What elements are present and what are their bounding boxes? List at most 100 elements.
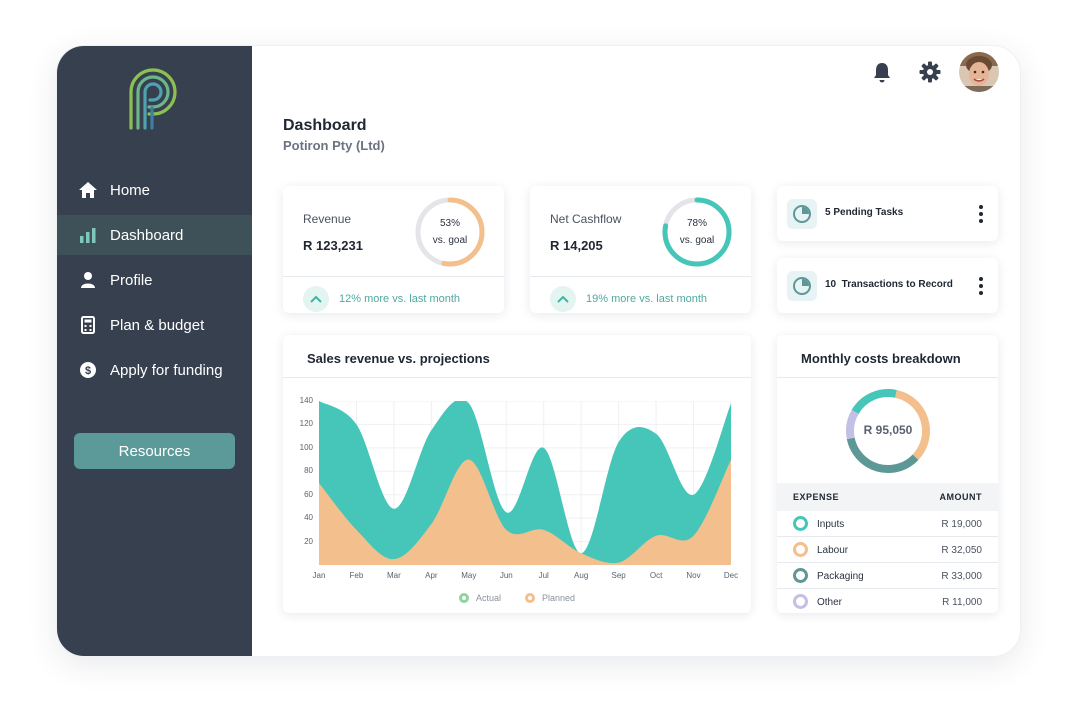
x-tick-label: Mar: [387, 571, 401, 580]
x-tick-label: Jun: [499, 571, 513, 580]
sidebar-item-home[interactable]: Home: [57, 170, 252, 210]
cost-name: Inputs: [817, 519, 845, 530]
kpi-label: Net Cashflow: [550, 212, 622, 226]
cost-name: Other: [817, 597, 843, 608]
divider: [530, 276, 751, 277]
sidebar-item-profile[interactable]: Profile: [57, 260, 252, 300]
y-tick-label: 20: [304, 536, 313, 546]
x-tick-label: Aug: [574, 571, 589, 580]
kpi-change-text: 19% more vs. last month: [586, 293, 708, 305]
legend-dot: [793, 542, 808, 557]
sidebar: Home Dashboard Profile Plan & budget: [57, 46, 252, 656]
legend-dot: [793, 594, 808, 609]
clock-icon: [787, 199, 817, 229]
cost-amount: R 19,000: [941, 519, 982, 530]
chevron-up-icon[interactable]: [550, 286, 576, 312]
donut-slice-inputs: [846, 389, 930, 473]
kpi-change-text: 12% more vs. last month: [339, 293, 461, 305]
user-icon: [77, 269, 99, 291]
cost-amount: R 33,000: [941, 571, 982, 582]
x-tick-label: Jul: [538, 571, 549, 580]
legend-actual: Actual: [459, 593, 501, 603]
bar-chart-icon: [77, 224, 99, 246]
more-options-icon[interactable]: [976, 276, 986, 296]
y-tick-label: 80: [304, 466, 313, 476]
chevron-up-icon[interactable]: [303, 286, 329, 312]
y-tick-label: 100: [299, 442, 313, 452]
sidebar-item-label: Home: [110, 181, 151, 199]
monthly-costs-card: Monthly costs breakdown R 95,050 EXPENSE…: [777, 335, 998, 613]
cost-amount: R 32,050: [941, 545, 982, 556]
x-tick-label: May: [461, 571, 477, 580]
page-title: Dashboard: [283, 117, 367, 134]
costs-total: R 95,050: [863, 423, 913, 437]
col-amount: AMOUNT: [939, 492, 982, 502]
revenue-card: Revenue R 123,231 53% vs. goal 12% more …: [283, 186, 504, 313]
legend-dot: [525, 593, 535, 603]
revenue-progress-ring: [415, 197, 485, 267]
table-row: Labour R 32,050: [777, 537, 998, 563]
bell-icon[interactable]: [870, 60, 894, 84]
app-window: Home Dashboard Profile Plan & budget: [56, 45, 1021, 657]
costs-table-header: EXPENSE AMOUNT: [777, 483, 998, 511]
transactions-card[interactable]: 10 Transactions to Record: [777, 258, 998, 313]
resources-button[interactable]: Resources: [74, 433, 235, 469]
page-subtitle: Potiron Pty (Ltd): [283, 138, 385, 153]
dollar-icon: $: [77, 359, 99, 381]
cost-amount: R 11,000: [942, 597, 982, 608]
y-tick-label: 40: [304, 513, 313, 523]
legend-dot: [793, 568, 808, 583]
legend-dot: [459, 593, 469, 603]
x-tick-label: Sep: [611, 571, 626, 580]
ring-goal-label: vs. goal: [679, 235, 715, 246]
potiron-logo: [129, 68, 177, 130]
y-tick-label: 140: [299, 396, 313, 405]
clock-icon: [787, 271, 817, 301]
sidebar-item-plan-budget[interactable]: Plan & budget: [57, 305, 252, 345]
divider: [283, 377, 751, 378]
divider: [777, 377, 998, 378]
task-label: 5 Pending Tasks: [825, 207, 904, 218]
x-tick-label: Apr: [425, 571, 438, 580]
series-area-actual: [319, 401, 731, 565]
pending-tasks-card[interactable]: 5 Pending Tasks: [777, 186, 998, 241]
kpi-value: R 123,231: [303, 238, 363, 253]
x-tick-label: Oct: [649, 571, 663, 580]
ring-percent: 78%: [686, 218, 707, 229]
series-area-planned: [319, 459, 731, 565]
x-tick-label: Feb: [349, 571, 364, 580]
costs-title: Monthly costs breakdown: [801, 351, 961, 366]
sidebar-item-label: Apply for funding: [110, 361, 223, 379]
sidebar-item-label: Profile: [110, 271, 153, 289]
legend-label: Actual: [476, 593, 502, 603]
task-label: 10 Transactions to Record: [825, 279, 953, 290]
home-icon: [77, 179, 99, 201]
sidebar-item-dashboard[interactable]: Dashboard: [57, 215, 252, 255]
y-tick-label: 120: [299, 419, 313, 429]
calculator-icon: [77, 314, 99, 336]
legend-planned: Planned: [525, 593, 575, 603]
kpi-label: Revenue: [303, 212, 352, 226]
sales-chart-card: Sales revenue vs. projections 140 120 100 8…: [283, 335, 751, 613]
table-row: Other R 11,000: [777, 589, 998, 615]
kpi-footer: 19% more vs. last month: [550, 286, 707, 312]
donut-slice-labour: [846, 389, 930, 473]
x-tick-label: Nov: [686, 571, 701, 580]
x-tick-label: Jan: [312, 571, 326, 580]
x-tick-label: Dec: [723, 571, 739, 580]
y-tick-label: 60: [304, 489, 313, 499]
avatar[interactable]: [959, 52, 999, 92]
col-expense: EXPENSE: [793, 492, 840, 502]
sidebar-item-apply-funding[interactable]: $ Apply for funding: [57, 350, 252, 390]
cost-name: Labour: [817, 545, 849, 556]
cashflow-progress-ring: [662, 197, 732, 267]
divider: [283, 276, 504, 277]
sales-area-chart: [319, 401, 731, 565]
table-row: Inputs R 19,000: [777, 511, 998, 537]
more-options-icon[interactable]: [976, 204, 986, 224]
chart-title: Sales revenue vs. projections: [307, 351, 490, 366]
gear-icon[interactable]: [918, 60, 942, 84]
donut-slice-packaging: [846, 389, 930, 473]
ring-percent: 53%: [439, 218, 460, 229]
svg-text:$: $: [85, 365, 91, 377]
